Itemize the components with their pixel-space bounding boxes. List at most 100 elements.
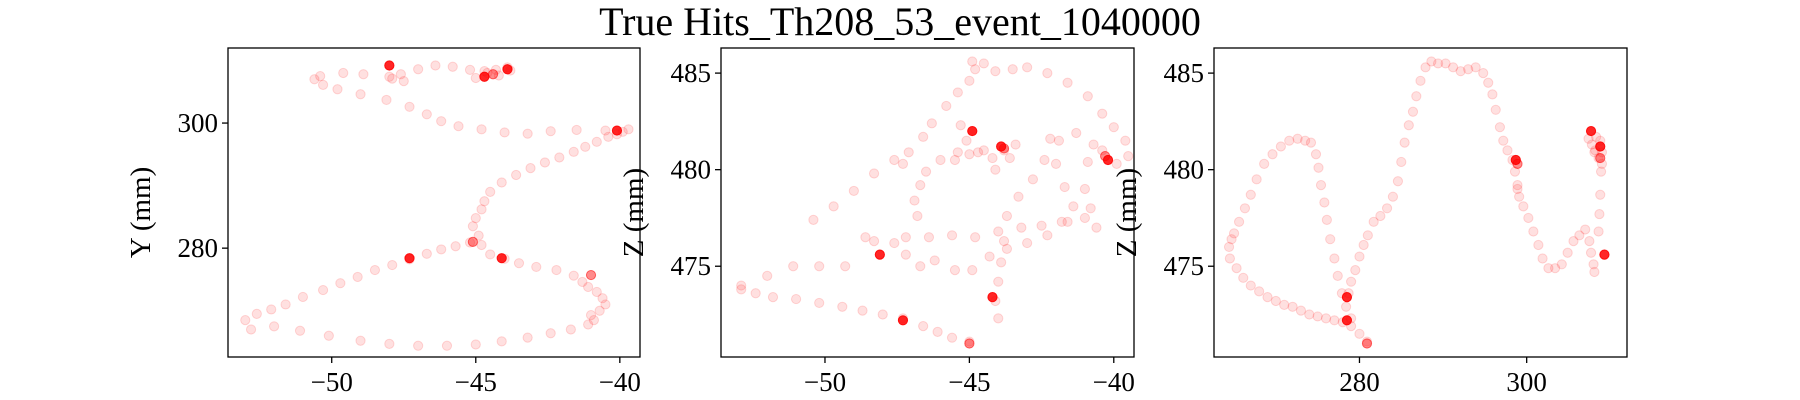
data-point-faint: [1368, 216, 1379, 227]
data-point-faint: [1238, 272, 1249, 283]
data-point-faint: [949, 154, 961, 166]
data-point-faint: [1593, 226, 1604, 237]
data-point-bright: [1599, 249, 1610, 260]
data-point-faint: [1082, 156, 1093, 168]
data-point-faint: [1082, 91, 1093, 102]
data-point-faint: [554, 152, 565, 163]
data-point-faint: [1042, 68, 1053, 79]
data-point-faint: [450, 241, 461, 252]
data-point-faint: [1498, 135, 1509, 146]
data-point-faint: [1490, 104, 1501, 115]
data-point-faint: [762, 270, 773, 281]
data-point-faint: [413, 64, 424, 75]
data-point-faint: [266, 304, 277, 315]
data-point-faint: [990, 66, 1001, 77]
data-point-faint: [1259, 158, 1270, 169]
data-point-faint: [1440, 58, 1451, 69]
data-point-faint: [1483, 77, 1494, 88]
plot-frame: [227, 47, 641, 358]
data-point-faint: [1042, 230, 1053, 241]
data-point-faint: [967, 264, 978, 276]
data-point-faint: [597, 293, 608, 304]
data-point-faint: [1574, 230, 1585, 241]
data-point-faint: [1556, 259, 1567, 270]
data-point-faint: [398, 76, 409, 87]
x-tick-label: 300: [1506, 367, 1547, 397]
figure-title: True Hits_Th208_53_event_1040000: [599, 0, 1201, 44]
data-point-faint: [1022, 237, 1033, 249]
data-point-faint: [1226, 234, 1237, 245]
x-tick-label: 280: [1339, 367, 1380, 397]
data-point-faint: [987, 152, 998, 164]
data-point-faint: [915, 261, 926, 272]
data-point-faint: [1254, 286, 1265, 297]
data-point-faint: [736, 280, 747, 291]
data-point-faint: [485, 249, 496, 260]
data-point-bright: [404, 253, 415, 264]
data-point-faint: [1016, 222, 1027, 233]
data-point-faint: [1407, 106, 1419, 117]
data-point-faint: [1354, 328, 1365, 339]
data-point-bright: [479, 71, 490, 82]
y-tick-label: 280: [178, 233, 219, 263]
data-point-faint: [1239, 203, 1251, 214]
data-point-faint: [476, 124, 487, 135]
data-point-faint: [577, 276, 588, 288]
data-point-faint: [1329, 315, 1340, 326]
data-point-faint: [525, 162, 536, 174]
data-point-faint: [315, 71, 326, 82]
data-point-faint: [978, 145, 989, 156]
data-point-bright: [1341, 315, 1353, 326]
data-point-faint: [565, 324, 576, 335]
data-point-faint: [1320, 313, 1332, 324]
data-point-faint: [1123, 151, 1134, 162]
data-point-mid: [585, 269, 597, 281]
data-point-faint: [369, 264, 381, 276]
data-point-faint: [808, 214, 819, 225]
data-point-faint: [1470, 62, 1481, 73]
data-point-faint: [1085, 203, 1096, 214]
data-point-faint: [251, 308, 262, 319]
data-point-faint: [464, 64, 476, 75]
data-point-faint: [317, 79, 329, 91]
data-point-faint: [840, 261, 851, 272]
data-point-faint: [1245, 280, 1256, 291]
data-point-faint: [1010, 139, 1021, 150]
scatter-panel-3: 280 300 475 480 485 Z (mm): [1111, 47, 1628, 397]
data-point-faint: [1027, 174, 1039, 185]
data-point-faint: [1350, 264, 1361, 276]
y-axis-label: Z (mm): [618, 168, 650, 257]
data-point-faint: [1321, 214, 1332, 225]
data-point-faint: [941, 100, 952, 112]
data-point-faint: [1596, 158, 1608, 169]
data-point-faint: [1097, 145, 1108, 156]
data-point-faint: [585, 309, 597, 321]
data-point-faint: [413, 340, 424, 351]
data-point-faint: [476, 204, 487, 215]
data-point-faint: [920, 166, 932, 177]
data-point-bright: [967, 125, 978, 137]
data-point-faint: [972, 147, 984, 158]
data-point-mid: [1595, 152, 1606, 164]
data-point-faint: [1509, 166, 1521, 177]
data-point-faint: [1487, 89, 1498, 100]
data-point-faint: [240, 314, 251, 326]
data-point-faint: [1514, 191, 1525, 202]
data-point-faint: [1354, 251, 1365, 262]
data-point-faint: [539, 157, 551, 168]
data-point-faint: [1528, 226, 1539, 237]
data-point-faint: [1340, 301, 1352, 312]
data-point-faint: [1588, 259, 1599, 270]
data-point-faint: [583, 319, 594, 330]
plot-frame: [720, 47, 1135, 358]
scatter-panel-2: −50 −45 −40 475 480 485 Z (mm): [618, 47, 1135, 397]
data-point-faint: [384, 338, 395, 349]
data-point-faint: [1502, 145, 1513, 156]
data-point-faint: [1512, 183, 1523, 195]
data-point-faint: [453, 121, 464, 132]
data-point-faint: [522, 128, 533, 139]
data-point-faint: [470, 339, 481, 350]
data-point-faint: [1039, 154, 1050, 166]
data-point-faint: [952, 87, 963, 98]
data-point-faint: [900, 232, 911, 243]
